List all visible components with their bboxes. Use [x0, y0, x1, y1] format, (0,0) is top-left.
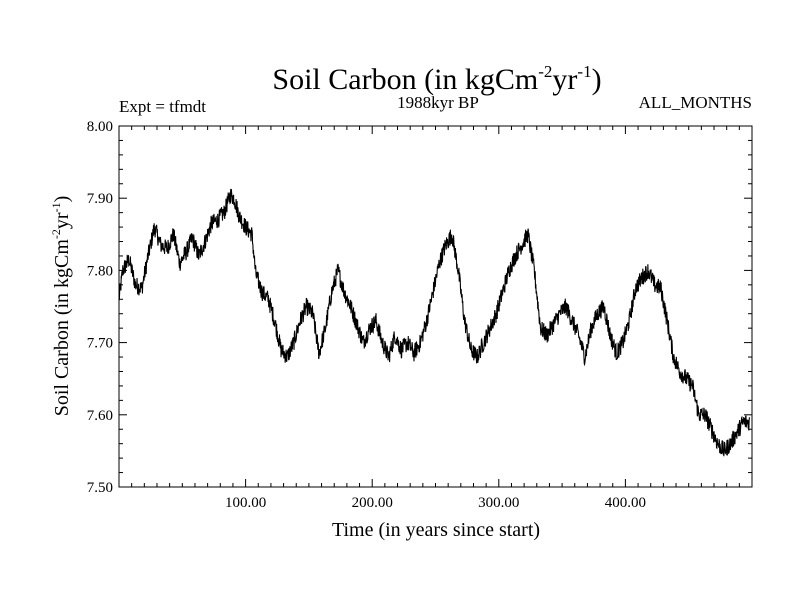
y-tick-label: 7.70 [87, 336, 113, 352]
y-tick-label: 7.60 [87, 408, 113, 424]
x-tick-label: 400.00 [605, 495, 646, 511]
expt-label: Expt = tfmdt [119, 97, 206, 116]
plot-frame [118, 125, 753, 488]
y-tick-label: 7.90 [87, 191, 113, 207]
chart-title: Soil Carbon (in kgCm-2yr-1) [272, 62, 601, 96]
y-tick-label: 8.00 [87, 119, 113, 135]
x-tick-label: 300.00 [478, 495, 519, 511]
x-tick-label: 100.00 [225, 495, 266, 511]
x-tick-label: 200.00 [352, 495, 393, 511]
soil-carbon-series-line [118, 188, 751, 457]
x-axis-label: Time (in years since start) [332, 519, 540, 541]
y-tick-label: 7.50 [87, 480, 113, 496]
subtitle: 1988kyr BP [397, 93, 479, 112]
y-tick-label: 7.80 [87, 263, 113, 279]
months-label: ALL_MONTHS [639, 93, 752, 112]
y-axis-label: Soil Carbon (in kgCm-2yr-1) [49, 196, 73, 417]
